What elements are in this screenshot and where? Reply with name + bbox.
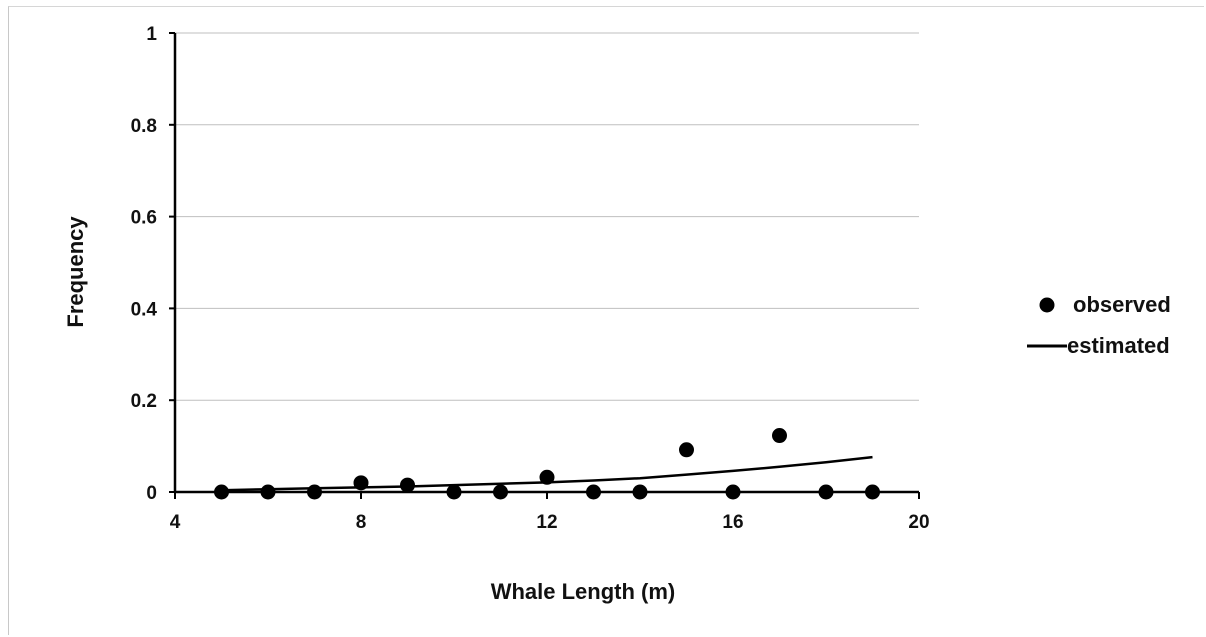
observed-point xyxy=(586,484,601,500)
observed-point xyxy=(260,484,276,500)
observed-point xyxy=(539,469,555,485)
y-tick-labels: 0 0.2 0.4 0.6 0.8 1 xyxy=(131,24,158,504)
y-tick-label: 0.8 xyxy=(131,116,157,137)
x-tick-label: 16 xyxy=(722,512,743,533)
x-tick-label: 4 xyxy=(170,512,181,533)
chart-frame: 0 0.2 0.4 0.6 0.8 1 4 8 12 16 20 Whale Length (m)… xyxy=(8,6,1204,635)
axes xyxy=(169,32,920,499)
y-tick-label: 0.4 xyxy=(131,299,158,320)
observed-point xyxy=(725,484,741,500)
y-tick-label: 0 xyxy=(146,483,157,504)
legend-estimated-label: estimated xyxy=(1067,333,1170,358)
y-tick-label: 0.6 xyxy=(131,208,157,229)
observed-point xyxy=(307,484,322,500)
scatter-chart: 0 0.2 0.4 0.6 0.8 1 4 8 12 16 20 Whale Length (m)… xyxy=(63,24,1171,604)
observed-point xyxy=(446,484,462,500)
x-axis-title: Whale Length (m) xyxy=(491,579,676,604)
grid-lines xyxy=(175,32,919,401)
legend-observed-marker xyxy=(1039,297,1055,313)
x-tick-label: 20 xyxy=(908,512,929,533)
y-tick-label: 0.2 xyxy=(131,391,157,412)
observed-point xyxy=(214,484,229,500)
legend-observed-label: observed xyxy=(1073,292,1171,317)
observed-point xyxy=(353,475,369,491)
y-axis-title: Frequency xyxy=(63,216,88,328)
observed-point xyxy=(400,477,415,493)
observed-point xyxy=(772,428,787,444)
x-tick-label: 8 xyxy=(356,512,367,533)
observed-point xyxy=(865,484,880,500)
observed-point xyxy=(679,442,694,458)
observed-series xyxy=(214,428,880,500)
x-tick-label: 12 xyxy=(536,512,557,533)
x-tick-labels: 4 8 12 16 20 xyxy=(170,512,930,533)
legend: observed estimated xyxy=(1027,292,1171,358)
observed-point xyxy=(493,484,508,500)
observed-point xyxy=(632,484,648,500)
y-tick-label: 1 xyxy=(146,24,157,45)
observed-point xyxy=(818,484,834,500)
